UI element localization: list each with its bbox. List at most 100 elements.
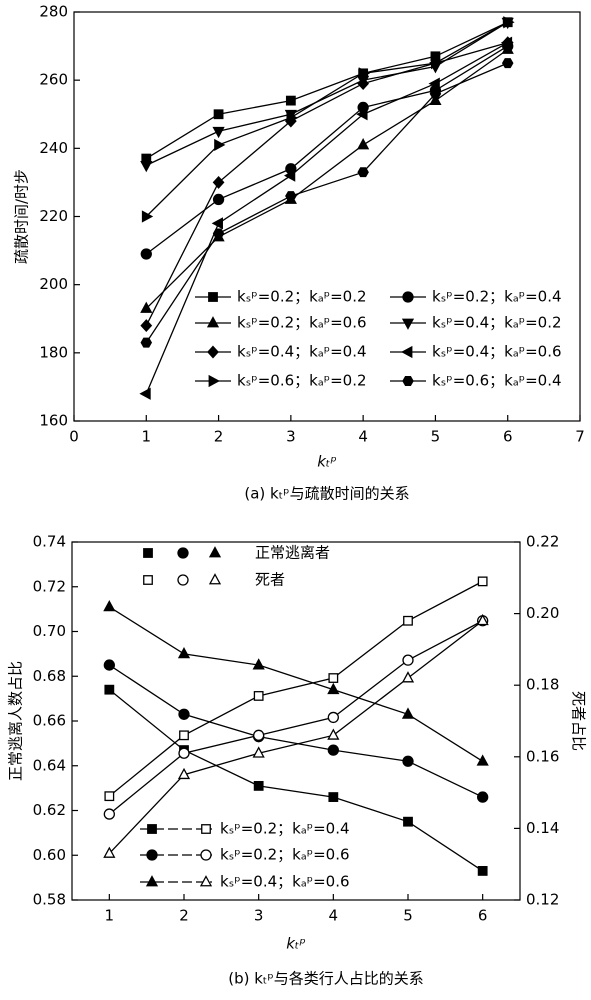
legend-marker: [146, 849, 158, 861]
marker: [477, 791, 489, 803]
y-tick-label: 200: [39, 275, 68, 293]
y-tick-label: 0.74: [33, 533, 66, 551]
marker: [476, 754, 489, 766]
y-tick-label: 220: [39, 207, 68, 225]
series-line: [145, 62, 508, 343]
marker: [140, 319, 153, 333]
legend-marker: [402, 291, 414, 303]
marker: [401, 707, 415, 719]
y2-tick-label: 0.16: [526, 747, 559, 765]
marker: [103, 659, 115, 671]
marker: [141, 210, 154, 223]
series-line: [108, 606, 484, 762]
marker: [403, 615, 413, 626]
marker: [211, 217, 223, 230]
series-line: [145, 42, 508, 326]
marker: [179, 730, 189, 741]
legend-label: kₛᵖ=0.4；kₐᵖ=0.4: [237, 343, 367, 361]
y-tick-label: 0.66: [33, 712, 66, 730]
y-tick-label: 0.58: [33, 891, 66, 909]
marker: [104, 684, 115, 695]
marker: [357, 138, 370, 150]
marker: [476, 613, 489, 626]
key-marker: [177, 547, 189, 559]
marker: [403, 816, 413, 827]
y-tick-label: 160: [39, 412, 68, 430]
legend-marker: [207, 345, 219, 359]
marker: [253, 780, 264, 791]
y2-tick-label: 0.12: [526, 891, 559, 909]
marker: [327, 728, 340, 740]
marker: [177, 647, 191, 659]
marker: [431, 57, 443, 70]
marker: [402, 654, 414, 666]
x-tick-label: 7: [575, 428, 585, 446]
marker: [327, 711, 339, 724]
marker: [429, 88, 442, 99]
legend-label: kₛᵖ=0.2；kₐᵖ=0.2: [237, 288, 367, 306]
series-line: [108, 689, 484, 872]
marker: [103, 846, 116, 858]
marker: [283, 169, 296, 182]
marker: [140, 248, 152, 260]
y2-tick-label: 0.20: [526, 604, 559, 622]
x-tick-label: 6: [478, 907, 488, 925]
marker: [104, 791, 115, 802]
legend-marker: [201, 824, 211, 834]
y2-tick-label: 0.18: [526, 676, 559, 694]
legend-marker: [199, 875, 213, 887]
y-tick-label: 0.62: [33, 801, 66, 819]
key-marker: [143, 575, 153, 585]
legend-label: kₛᵖ=0.6；kₐᵖ=0.4: [432, 372, 562, 390]
marker: [214, 138, 226, 152]
marker: [140, 337, 153, 348]
marker: [212, 193, 225, 206]
marker: [285, 95, 296, 106]
key-label: 死者: [255, 571, 285, 589]
y-axis-label: 疏散时间/时步: [13, 169, 31, 264]
y-tick-label: 280: [39, 3, 68, 21]
marker: [503, 16, 515, 29]
legend-label: kₛᵖ=0.2；kₐᵖ=0.4: [220, 820, 350, 838]
marker: [402, 755, 414, 767]
y-tick-label: 0.70: [33, 622, 66, 640]
legend-marker: [147, 824, 157, 834]
series-line: [145, 45, 509, 255]
marker: [285, 191, 297, 202]
legend-label: kₛᵖ=0.4；kₐᵖ=0.2: [432, 314, 562, 332]
marker: [357, 167, 369, 178]
x-tick-label: 2: [179, 907, 189, 925]
marker: [177, 767, 191, 780]
x-tick-label: 5: [403, 907, 413, 925]
marker: [500, 36, 513, 49]
marker: [178, 747, 190, 759]
y-axis-label: 正常逃离人数占比: [7, 661, 25, 781]
legend-label: kₛᵖ=0.2；kₐᵖ=0.6: [220, 846, 350, 864]
marker: [253, 691, 264, 701]
x-tick-label: 4: [358, 428, 368, 446]
marker: [252, 746, 265, 758]
marker: [358, 67, 371, 80]
x-tick-label: 0: [69, 428, 79, 446]
x-tick-label: 1: [105, 907, 115, 925]
marker: [253, 729, 265, 741]
legend-marker: [208, 374, 220, 388]
marker: [213, 109, 224, 120]
legend-label: kₛᵖ=0.6；kₐᵖ=0.2: [237, 372, 367, 390]
series-line: [145, 21, 509, 217]
legend-marker: [402, 376, 414, 386]
series-line: [146, 21, 509, 166]
marker: [327, 682, 340, 695]
key-marker: [208, 546, 222, 558]
caption: (a) kₜᵖ与疏散时间的关系: [244, 485, 409, 503]
legend-marker: [145, 875, 159, 887]
marker: [328, 792, 339, 802]
series-line: [108, 620, 483, 815]
marker: [252, 658, 265, 670]
legend-label: kₛᵖ=0.4；kₐᵖ=0.6: [432, 343, 562, 361]
y-tick-label: 260: [39, 71, 68, 89]
marker: [140, 160, 153, 173]
marker: [428, 77, 440, 90]
x-tick-label: 3: [286, 428, 296, 446]
